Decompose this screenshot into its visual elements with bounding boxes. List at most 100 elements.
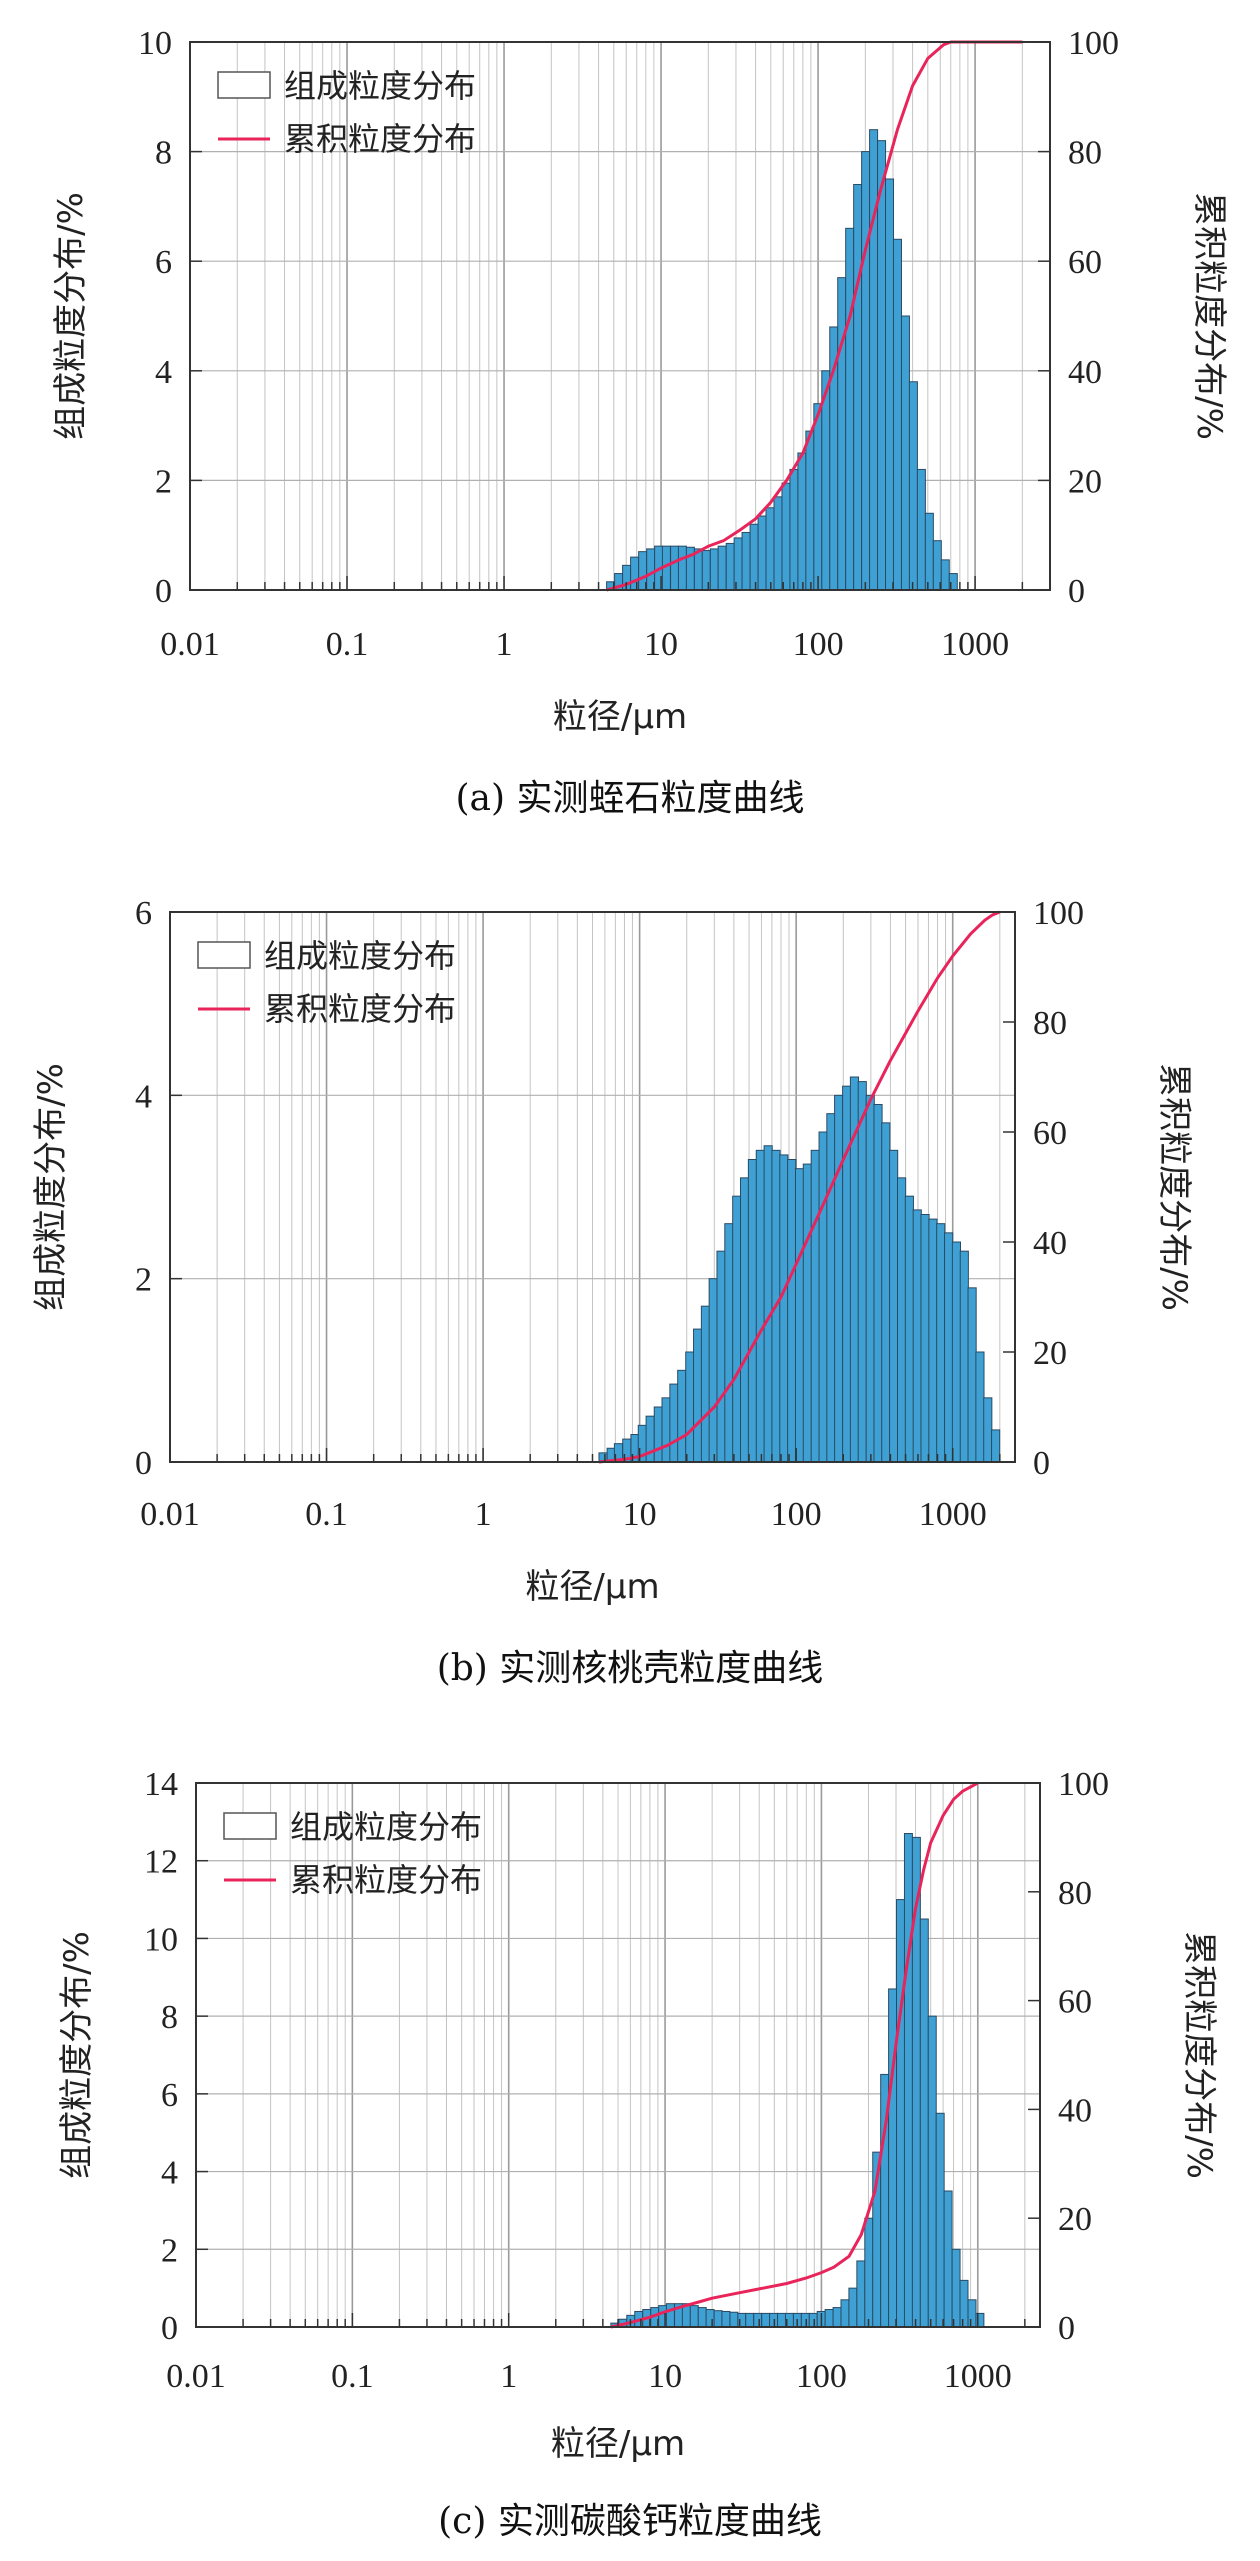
chart-b-y-tick-label: 0 xyxy=(135,1445,152,1482)
chart-a-bar xyxy=(877,140,887,591)
chart-a-bar xyxy=(940,559,950,591)
chart-b-legend-bar-label: 组成粒度分布 xyxy=(264,937,456,975)
chart-b-legend-bar-swatch xyxy=(197,941,251,969)
chart-b-bar xyxy=(732,1195,742,1463)
chart-b-bar xyxy=(669,1383,679,1463)
chart-c-x-tick-label: 0.1 xyxy=(331,2358,374,2395)
chart-a-bar xyxy=(853,183,863,591)
chart-c-x-tick-label: 1 xyxy=(500,2358,517,2395)
chart-c-bar xyxy=(729,2311,739,2328)
chart-c-bar xyxy=(832,2307,842,2328)
chart-b-bar xyxy=(747,1159,758,1463)
chart-c-x-tick-label: 100 xyxy=(796,2358,847,2395)
chart-c-cumulative-line xyxy=(610,1781,979,2329)
chart-c-bar xyxy=(967,2299,977,2328)
chart-b-bar xyxy=(802,1163,812,1463)
chart-a-y2-tick-label: 40 xyxy=(1068,354,1102,391)
chart-b-bar xyxy=(755,1149,765,1463)
chart-b-x-tick-label: 0.01 xyxy=(140,1496,200,1533)
chart-a-bar xyxy=(892,238,902,591)
chart-b-bar xyxy=(912,1209,922,1463)
chart-b-bar xyxy=(794,1168,805,1463)
chart-c-bar xyxy=(919,1918,929,2328)
chart-c-bar xyxy=(927,2015,937,2328)
chart-b-x-tick-label: 1000 xyxy=(919,1496,987,1533)
chart-a-bar xyxy=(837,277,847,591)
chart-c: 0.01 0.1 1 10 100 1000 0 2 4 6 8 10 12 14 0 20 40 60 80 100… xyxy=(57,1766,1219,2542)
chart-b-bar xyxy=(724,1223,734,1463)
chart-b-y-tick-label: 4 xyxy=(135,1078,152,1115)
chart-a-bar xyxy=(845,227,855,591)
chart-c-bar xyxy=(808,2312,818,2328)
chart-a-bar xyxy=(781,482,791,591)
chart-b-cumulative-line xyxy=(598,910,1001,1464)
chart-c-bar xyxy=(951,2248,961,2328)
chart-c-bar xyxy=(864,2217,874,2328)
chart-c-caption: (c) 实测碳酸钙粒度曲线 xyxy=(438,2501,822,2542)
chart-b-y2-tick-label: 80 xyxy=(1033,1005,1067,1042)
chart-b-bar xyxy=(763,1145,773,1463)
chart-c-y2-tick-label: 20 xyxy=(1058,2201,1092,2238)
chart-b-y-axis-label: 组成粒度分布/% xyxy=(31,1063,71,1311)
chart-a-x-tick-label: 10 xyxy=(644,626,678,663)
chart-b-bar xyxy=(904,1195,914,1463)
chart-b-x-tick-label: 100 xyxy=(771,1496,822,1533)
chart-a-x-tick-label: 1000 xyxy=(941,626,1009,663)
chart-b-bar xyxy=(889,1149,899,1463)
chart-a-bar xyxy=(741,531,751,591)
chart-a-tick-marks xyxy=(189,41,1051,591)
chart-a-y2-axis-label: 累积粒度分布/% xyxy=(1189,192,1229,440)
chart-c-panel: 0.01 0.1 1 10 100 1000 0 2 4 6 8 10 12 14 0 20 40 60 80 100… xyxy=(0,1725,1260,2561)
chart-b-bar xyxy=(700,1305,711,1463)
chart-b-bar xyxy=(928,1218,938,1463)
chart-c-bar xyxy=(761,2312,771,2328)
chart-c-y-tick-label: 14 xyxy=(144,1766,178,1803)
chart-a-bar xyxy=(709,548,719,591)
chart-c-y2-tick-label: 100 xyxy=(1058,1766,1109,1803)
chart-a-y-tick-label: 2 xyxy=(155,463,172,500)
chart-b-bar xyxy=(779,1154,789,1463)
chart-b-y2-tick-label: 20 xyxy=(1033,1335,1067,1372)
chart-a-bars xyxy=(606,129,958,591)
chart-c-tick-marks xyxy=(195,1782,1040,2328)
chart-c-legend-bar-label: 组成粒度分布 xyxy=(290,1808,482,1846)
chart-c-y2-tick-label: 40 xyxy=(1058,2092,1092,2129)
chart-a-x-axis-label: 粒径/μm xyxy=(553,697,687,737)
chart-b-x-axis-label: 粒径/μm xyxy=(525,1567,659,1607)
chart-a-legend-bar-swatch xyxy=(217,71,271,99)
chart-c-y-tick-label: 2 xyxy=(161,2232,178,2269)
chart-b-bar xyxy=(951,1241,962,1463)
chart-c-y-tick-label: 10 xyxy=(144,1921,178,1958)
chart-b-bar xyxy=(967,1287,977,1463)
chart-c-bar xyxy=(665,2303,675,2328)
chart-b-bar xyxy=(685,1351,695,1463)
chart-c-x-tick-label: 0.01 xyxy=(166,2358,226,2395)
chart-c-bar xyxy=(903,1833,913,2328)
chart-c-bar xyxy=(745,2312,755,2328)
chart-c-y-axis-label: 组成粒度分布/% xyxy=(57,1931,97,2179)
chart-a-caption: (a) 实测蛭石粒度曲线 xyxy=(456,778,805,819)
chart-b-bar xyxy=(944,1232,954,1463)
chart-b-bar xyxy=(959,1250,969,1463)
chart-c-y-tick-label: 4 xyxy=(161,2155,178,2192)
chart-b-bar xyxy=(645,1415,655,1463)
chart-b-x-tick-label: 0.1 xyxy=(305,1496,348,1533)
chart-a-x-tick-label: 100 xyxy=(793,626,844,663)
chart-b-bar xyxy=(677,1369,687,1463)
chart-b-x-tick-label: 10 xyxy=(623,1496,657,1533)
chart-a-panel: 0.01 0.1 1 10 100 1000 0 2 4 6 8 10 0 20 40 60 80 100 粒径/μ… xyxy=(0,0,1260,850)
chart-b-bars xyxy=(598,1076,1001,1463)
chart-c-grid xyxy=(195,1782,1040,2328)
chart-b-bar xyxy=(740,1177,750,1463)
chart-c-x-tick-label: 10 xyxy=(648,2358,682,2395)
chart-b-bar xyxy=(810,1149,820,1463)
chart-b-y2-tick-label: 0 xyxy=(1033,1445,1050,1482)
chart-b-bar xyxy=(936,1223,946,1463)
chart-b-y2-tick-label: 40 xyxy=(1033,1225,1067,1262)
chart-a-y2-tick-label: 60 xyxy=(1068,244,1102,281)
chart-c-bar xyxy=(896,1899,905,2328)
chart-b-bar xyxy=(693,1328,703,1463)
chart-a-plot-frame xyxy=(189,41,1051,591)
